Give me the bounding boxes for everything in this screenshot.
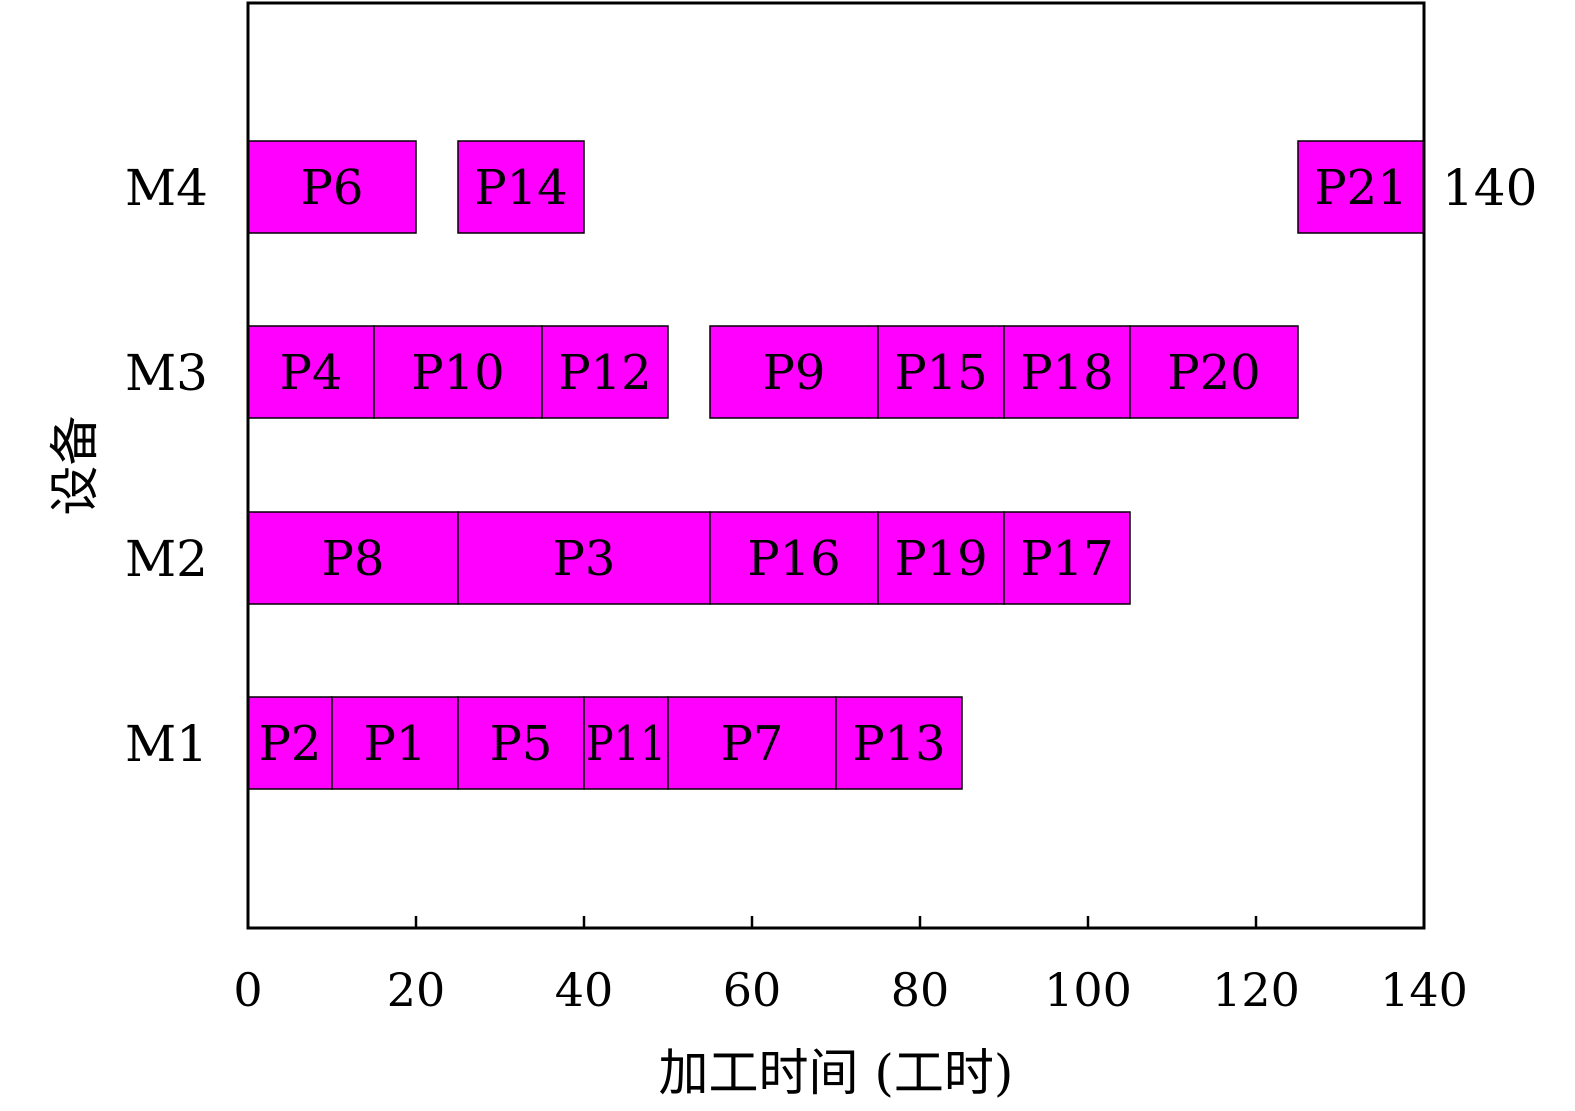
task-bar-p2	[247, 696, 333, 790]
task-label-p13: P13	[852, 716, 945, 772]
task-bar-p3	[457, 511, 711, 605]
x-axis-title: 加工时间 (工时)	[659, 1044, 1014, 1102]
x-tick-label: 20	[387, 963, 446, 1017]
task-label-p11: P11	[586, 716, 666, 772]
task-label-p3: P3	[553, 531, 616, 587]
makespan-label: 140	[1442, 159, 1537, 217]
task-bar-p13	[835, 696, 963, 790]
task-label-p17: P17	[1020, 531, 1113, 587]
task-label-p6: P6	[301, 160, 364, 216]
task-bar-p6	[247, 140, 417, 234]
task-bar-p20	[1129, 325, 1299, 419]
x-tick-label: 140	[1380, 963, 1468, 1017]
task-label-p19: P19	[894, 531, 987, 587]
row-label-m4: M4	[125, 159, 208, 217]
plot-frame	[246, 1, 1426, 930]
task-bar-p5	[457, 696, 585, 790]
task-bar-p8	[247, 511, 459, 605]
task-bar-p7	[667, 696, 837, 790]
row-label-m3: M3	[125, 344, 208, 402]
task-label-p9: P9	[763, 345, 826, 401]
task-label-p10: P10	[411, 345, 504, 401]
task-label-p16: P16	[747, 531, 840, 587]
task-label-p1: P1	[364, 716, 427, 772]
task-bar-p16	[709, 511, 879, 605]
task-bar-p10	[373, 325, 543, 419]
task-bar-p17	[1003, 511, 1131, 605]
x-tick-label: 0	[233, 963, 262, 1017]
task-bar-p4	[247, 325, 375, 419]
task-bar-p21	[1297, 140, 1425, 234]
task-label-p20: P20	[1167, 345, 1260, 401]
task-label-p14: P14	[474, 160, 567, 216]
row-label-m2: M2	[125, 530, 208, 588]
task-label-p12: P12	[558, 345, 651, 401]
task-bars: P2 P1 P5 P11 P7 P13 P8 P3 P16 P19 P17 P4 P10 P12 P9 P15…	[247, 140, 1425, 790]
task-bar-p1	[331, 696, 459, 790]
x-tick-label: 80	[891, 963, 950, 1017]
x-tick-label: 60	[723, 963, 782, 1017]
task-bar-p15	[877, 325, 1005, 419]
task-label-p21: P21	[1314, 160, 1407, 216]
y-axis-row-labels: M1 M2 M3 M4	[125, 159, 208, 773]
row-label-m1: M1	[125, 715, 208, 773]
task-label-p5: P5	[490, 716, 553, 772]
task-bar-p14	[457, 140, 585, 234]
y-axis-title: 设备	[46, 416, 104, 516]
task-label-p4: P4	[280, 345, 343, 401]
x-tick-label: 40	[555, 963, 614, 1017]
task-label-p7: P7	[721, 716, 784, 772]
x-tick-label: 100	[1044, 963, 1132, 1017]
task-label-p18: P18	[1020, 345, 1113, 401]
task-bar-p19	[877, 511, 1005, 605]
task-label-p8: P8	[322, 531, 385, 587]
x-tick-label: 120	[1212, 963, 1300, 1017]
task-bar-p12	[541, 325, 669, 419]
task-label-p15: P15	[894, 345, 987, 401]
task-bar-p18	[1003, 325, 1131, 419]
x-axis-ticks: 0 20 40 60 80 100 120 140	[233, 916, 1468, 1017]
task-label-p2: P2	[259, 716, 322, 772]
